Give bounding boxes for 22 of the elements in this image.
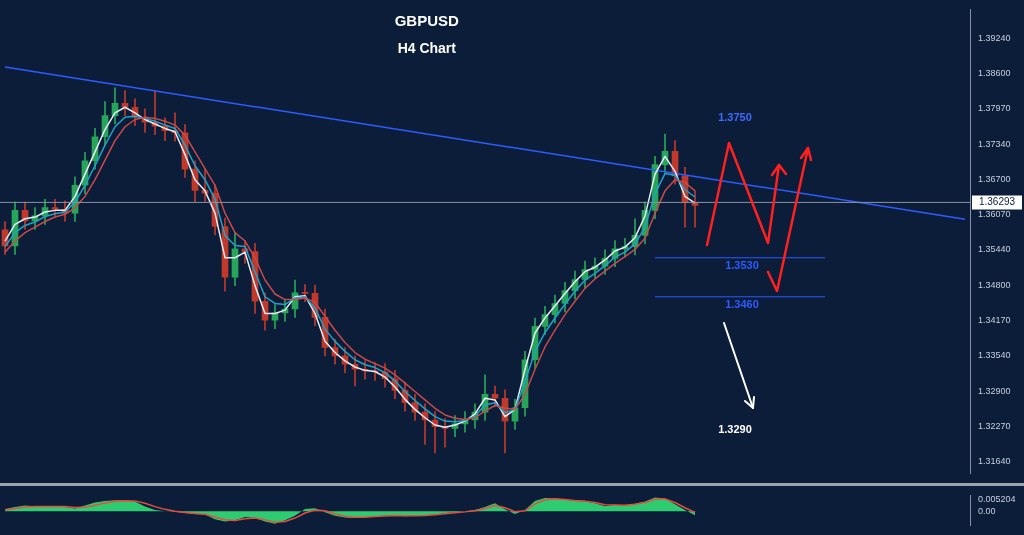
y-tick-label: 1.37340 [978, 138, 1011, 149]
ref-line-label: 1.36293 [978, 196, 1016, 208]
annotation: 1.3290 [718, 423, 752, 436]
y-tick-label: 1.36070 [978, 209, 1011, 220]
y-tick-label: 1.31640 [978, 456, 1011, 467]
y-tick-label: 1.37970 [978, 103, 1011, 114]
ref-line-label: 1.3530 [725, 259, 759, 272]
y-tick-label: 1.39240 [978, 32, 1011, 43]
y-tick-label: 1.36700 [978, 174, 1011, 185]
chart-title: GBPUSD [394, 12, 460, 29]
y-tick-label: 1.32270 [978, 421, 1011, 432]
text: H4 Chart [397, 40, 457, 56]
y-tick-label: 1.32900 [978, 386, 1011, 397]
y-tick-label: 1.34170 [978, 315, 1011, 326]
y-tick-label: 0.005204 [978, 493, 1016, 504]
y-tick-label: 1.38600 [978, 68, 1011, 79]
ref-line-label: 1.3460 [725, 298, 759, 311]
y-tick-label: 1.35440 [978, 244, 1011, 255]
y-tick-label: 0.00 [978, 505, 996, 516]
y-tick-label: 1.34800 [978, 280, 1011, 291]
y-tick-label: 1.33540 [978, 350, 1011, 361]
annotation: 1.3750 [718, 111, 752, 124]
